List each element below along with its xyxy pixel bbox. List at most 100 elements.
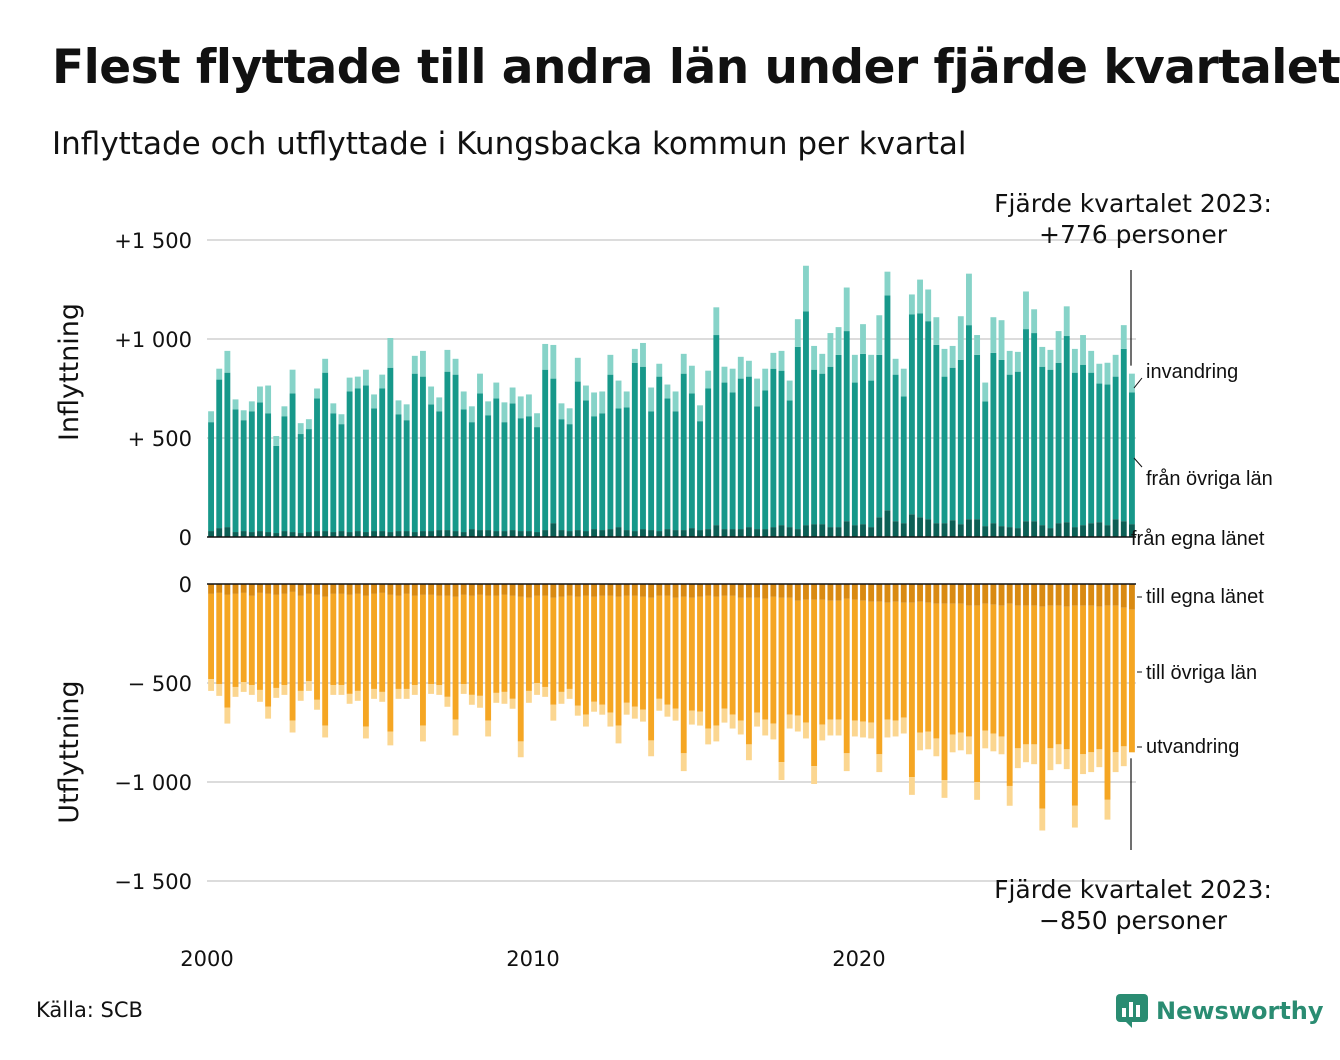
bar-inflow-segment xyxy=(892,358,899,375)
bar-outflow-segment xyxy=(566,584,573,596)
annotation-top-line2: +776 personer xyxy=(1039,220,1228,249)
bar-inflow-segment xyxy=(664,384,671,399)
bar-inflow-segment xyxy=(697,405,703,422)
bar-inflow-segment xyxy=(330,413,337,533)
bar-inflow-segment xyxy=(1120,521,1127,537)
bar-inflow-segment xyxy=(1006,374,1013,528)
bar-inflow-segment xyxy=(379,388,386,532)
bar-inflow-segment xyxy=(371,408,377,532)
bar-outflow-segment xyxy=(925,602,932,732)
bar-outflow-segment xyxy=(672,584,679,598)
bar-inflow-segment xyxy=(265,532,272,537)
bar-outflow-segment xyxy=(745,597,752,745)
bar-outflow-segment xyxy=(574,584,581,597)
bar-outflow-segment xyxy=(729,584,736,596)
bar-outflow-segment xyxy=(851,599,858,721)
bar-outflow-segment xyxy=(664,595,671,705)
bar-outflow-segment xyxy=(917,584,923,602)
bar-inflow-segment xyxy=(395,400,402,415)
bar-inflow-segment xyxy=(697,421,703,531)
bar-inflow-segment xyxy=(257,402,263,532)
bar-inflow-segment xyxy=(322,531,329,537)
bar-inflow-segment xyxy=(485,401,492,416)
bar-outflow-segment xyxy=(1055,744,1062,765)
bar-inflow-segment xyxy=(305,429,312,533)
bar-outflow-segment xyxy=(982,603,989,731)
bar-outflow-segment xyxy=(330,584,337,594)
bar-outflow-segment xyxy=(452,584,459,597)
bar-inflow-segment xyxy=(281,406,288,417)
bar-inflow-segment xyxy=(273,533,280,537)
xtick-label: 2000 xyxy=(180,947,233,971)
bar-inflow-segment xyxy=(762,368,769,391)
bar-inflow-segment xyxy=(819,373,826,525)
bar-inflow-segment xyxy=(1128,373,1135,393)
bar-outflow-segment xyxy=(721,708,728,723)
bar-outflow-segment xyxy=(1031,605,1038,745)
bar-outflow-segment xyxy=(493,692,500,703)
bar-outflow-segment xyxy=(257,584,263,593)
bar-outflow-segment xyxy=(713,725,720,742)
bar-outflow-segment xyxy=(411,595,418,685)
bar-inflow-segment xyxy=(525,531,532,537)
bar-inflow-segment xyxy=(949,345,956,368)
bar-inflow-segment xyxy=(917,313,923,518)
bar-outflow-segment xyxy=(705,728,712,745)
bar-outflow-segment xyxy=(354,690,361,701)
bar-outflow-segment xyxy=(387,594,394,732)
annotation-bottom-line2: −850 personer xyxy=(1039,906,1228,935)
bar-outflow-segment xyxy=(640,596,646,710)
bar-outflow-segment xyxy=(395,595,402,689)
bar-inflow-segment xyxy=(860,524,866,537)
bar-outflow-segment xyxy=(208,679,215,691)
bar-outflow-segment xyxy=(1120,584,1127,608)
bar-inflow-segment xyxy=(770,527,777,537)
bar-inflow-segment xyxy=(933,344,940,524)
bar-inflow-segment xyxy=(468,529,475,537)
bar-outflow-segment xyxy=(208,584,215,594)
bar-inflow-segment xyxy=(631,348,638,363)
bar-inflow-segment xyxy=(835,527,842,537)
bar-outflow-segment xyxy=(843,598,850,754)
bar-inflow-segment xyxy=(745,527,752,537)
bar-outflow-segment xyxy=(591,584,598,597)
bar-inflow-segment xyxy=(354,376,361,389)
bar-inflow-segment xyxy=(819,353,826,374)
bar-outflow-segment xyxy=(1071,584,1078,606)
bar-outflow-segment xyxy=(949,584,956,604)
bar-inflow-segment xyxy=(640,342,646,367)
bar-outflow-segment xyxy=(607,584,614,596)
series-label-fran-ovriga-lan: från övriga län xyxy=(1146,468,1273,490)
bar-inflow-segment xyxy=(566,531,573,537)
bar-outflow-segment xyxy=(754,597,760,713)
bar-inflow-segment xyxy=(1063,306,1070,337)
bar-outflow-segment xyxy=(574,596,581,706)
bar-outflow-segment xyxy=(843,584,850,599)
bar-inflow-segment xyxy=(966,273,972,326)
bar-inflow-segment xyxy=(680,373,687,531)
bar-inflow-segment xyxy=(1047,528,1054,537)
bar-inflow-segment xyxy=(1006,350,1013,375)
series-label-till-egna-lanet: till egna länet xyxy=(1146,586,1264,608)
bar-outflow-segment xyxy=(1112,584,1119,606)
bar-inflow-segment xyxy=(737,378,744,530)
bar-outflow-segment xyxy=(566,688,573,699)
bar-inflow-segment xyxy=(786,380,793,401)
bar-outflow-segment xyxy=(1039,808,1046,831)
bar-inflow-segment xyxy=(974,335,981,355)
bar-inflow-segment xyxy=(941,376,948,524)
bar-inflow-segment xyxy=(346,391,353,533)
bar-inflow-segment xyxy=(1120,348,1127,522)
bar-outflow-segment xyxy=(371,688,377,699)
bar-outflow-segment xyxy=(362,595,369,727)
bar-outflow-segment xyxy=(803,584,809,600)
bar-inflow-segment xyxy=(607,354,614,375)
bar-inflow-segment xyxy=(770,368,777,528)
bar-inflow-segment xyxy=(933,317,940,345)
bar-outflow-segment xyxy=(599,704,606,715)
bar-inflow-segment xyxy=(240,410,247,421)
bar-inflow-segment xyxy=(257,531,263,537)
bar-outflow-segment xyxy=(754,584,760,598)
bar-inflow-segment xyxy=(1023,521,1029,537)
